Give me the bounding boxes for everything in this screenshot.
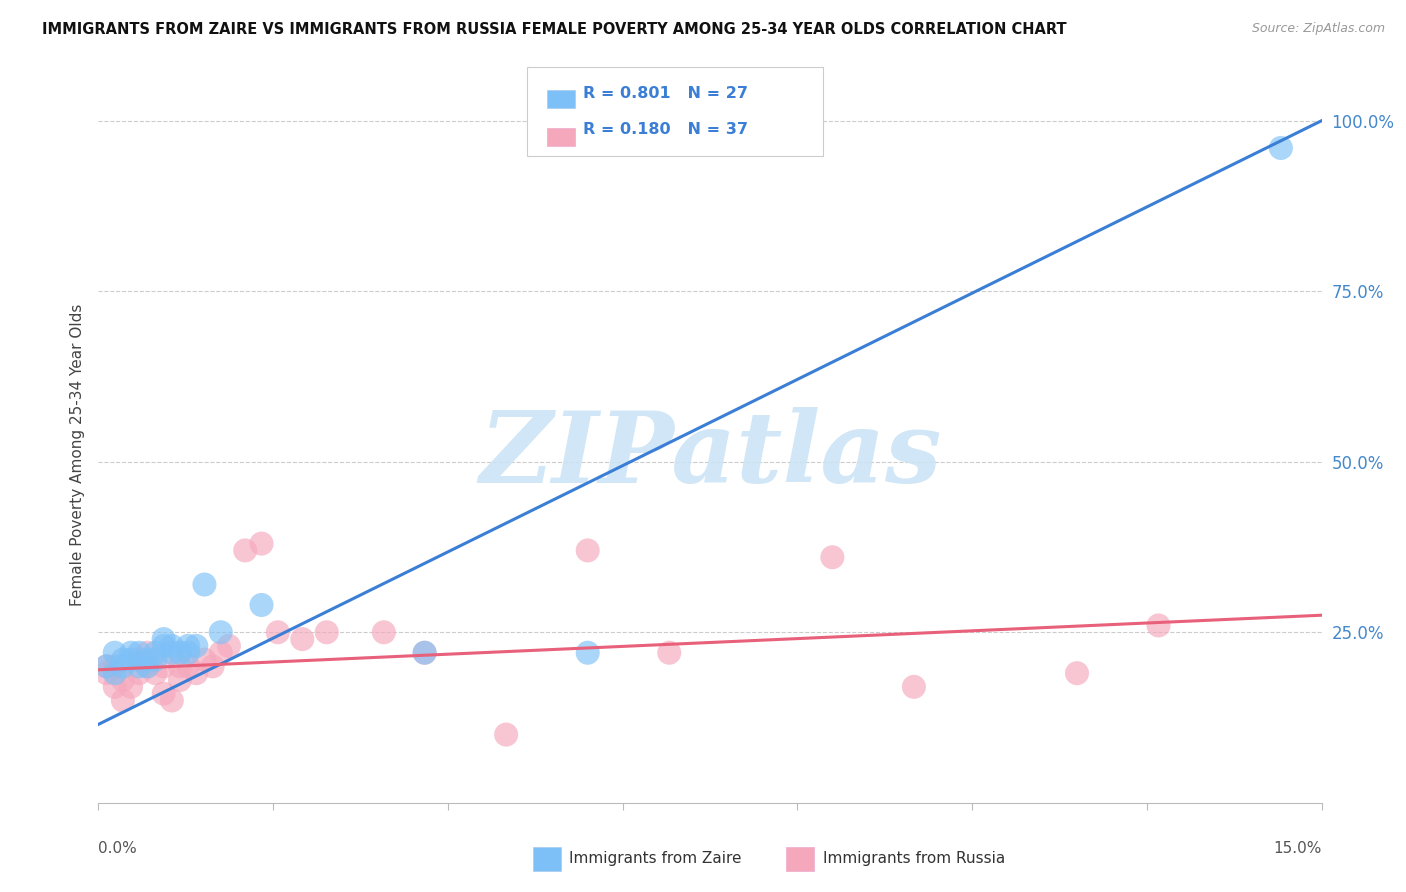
Point: [111, 673, 134, 687]
Point: [128, 659, 150, 673]
Point: [495, 728, 517, 742]
Point: [169, 646, 191, 660]
Text: Immigrants from Russia: Immigrants from Russia: [823, 851, 1005, 865]
Point: [96, 666, 118, 681]
Point: [104, 646, 127, 660]
Point: [821, 550, 844, 565]
Text: R = 0.180   N = 37: R = 0.180 N = 37: [583, 121, 748, 136]
Point: [201, 659, 224, 673]
Point: [169, 659, 191, 673]
Point: [169, 673, 191, 687]
Point: [186, 639, 208, 653]
Point: [186, 666, 208, 681]
Point: [104, 659, 127, 673]
Point: [152, 639, 174, 653]
Point: [128, 646, 150, 660]
Point: [145, 666, 167, 681]
Point: [1270, 141, 1292, 155]
Point: [120, 646, 142, 660]
Point: [111, 659, 134, 673]
Text: ZIPatlas: ZIPatlas: [479, 407, 941, 503]
Point: [218, 639, 240, 653]
Point: [145, 652, 167, 666]
Point: [111, 652, 134, 666]
Point: [96, 659, 118, 673]
Point: [104, 666, 127, 681]
Point: [136, 659, 159, 673]
Point: [1147, 618, 1170, 632]
Text: Immigrants from Zaire: Immigrants from Zaire: [569, 851, 742, 865]
Point: [315, 625, 337, 640]
Point: [111, 693, 134, 707]
Point: [120, 680, 142, 694]
Point: [267, 625, 290, 640]
Text: Source: ZipAtlas.com: Source: ZipAtlas.com: [1251, 22, 1385, 36]
Point: [193, 652, 215, 666]
Point: [136, 652, 159, 666]
Point: [250, 536, 273, 550]
Point: [576, 646, 599, 660]
Point: [576, 543, 599, 558]
Point: [152, 687, 174, 701]
Point: [1066, 666, 1088, 681]
Point: [160, 693, 183, 707]
Point: [145, 646, 167, 660]
Point: [413, 646, 436, 660]
Point: [96, 659, 118, 673]
Point: [233, 543, 256, 558]
Point: [120, 652, 142, 666]
Point: [152, 659, 174, 673]
Point: [903, 680, 925, 694]
Text: R = 0.801   N = 27: R = 0.801 N = 27: [583, 87, 748, 102]
Text: IMMIGRANTS FROM ZAIRE VS IMMIGRANTS FROM RUSSIA FEMALE POVERTY AMONG 25-34 YEAR : IMMIGRANTS FROM ZAIRE VS IMMIGRANTS FROM…: [42, 22, 1067, 37]
Point: [177, 646, 200, 660]
Point: [104, 680, 127, 694]
Point: [160, 639, 183, 653]
Point: [128, 652, 150, 666]
Point: [177, 659, 200, 673]
Point: [413, 646, 436, 660]
Point: [209, 625, 232, 640]
Point: [160, 646, 183, 660]
Point: [291, 632, 314, 646]
Point: [136, 646, 159, 660]
Point: [250, 598, 273, 612]
Point: [658, 646, 681, 660]
Y-axis label: Female Poverty Among 25-34 Year Olds: Female Poverty Among 25-34 Year Olds: [69, 304, 84, 606]
Point: [128, 666, 150, 681]
Point: [136, 659, 159, 673]
Point: [193, 577, 215, 591]
Point: [209, 646, 232, 660]
Text: 15.0%: 15.0%: [1274, 841, 1322, 856]
Text: 0.0%: 0.0%: [98, 841, 138, 856]
Point: [373, 625, 395, 640]
Point: [177, 639, 200, 653]
Point: [152, 632, 174, 646]
